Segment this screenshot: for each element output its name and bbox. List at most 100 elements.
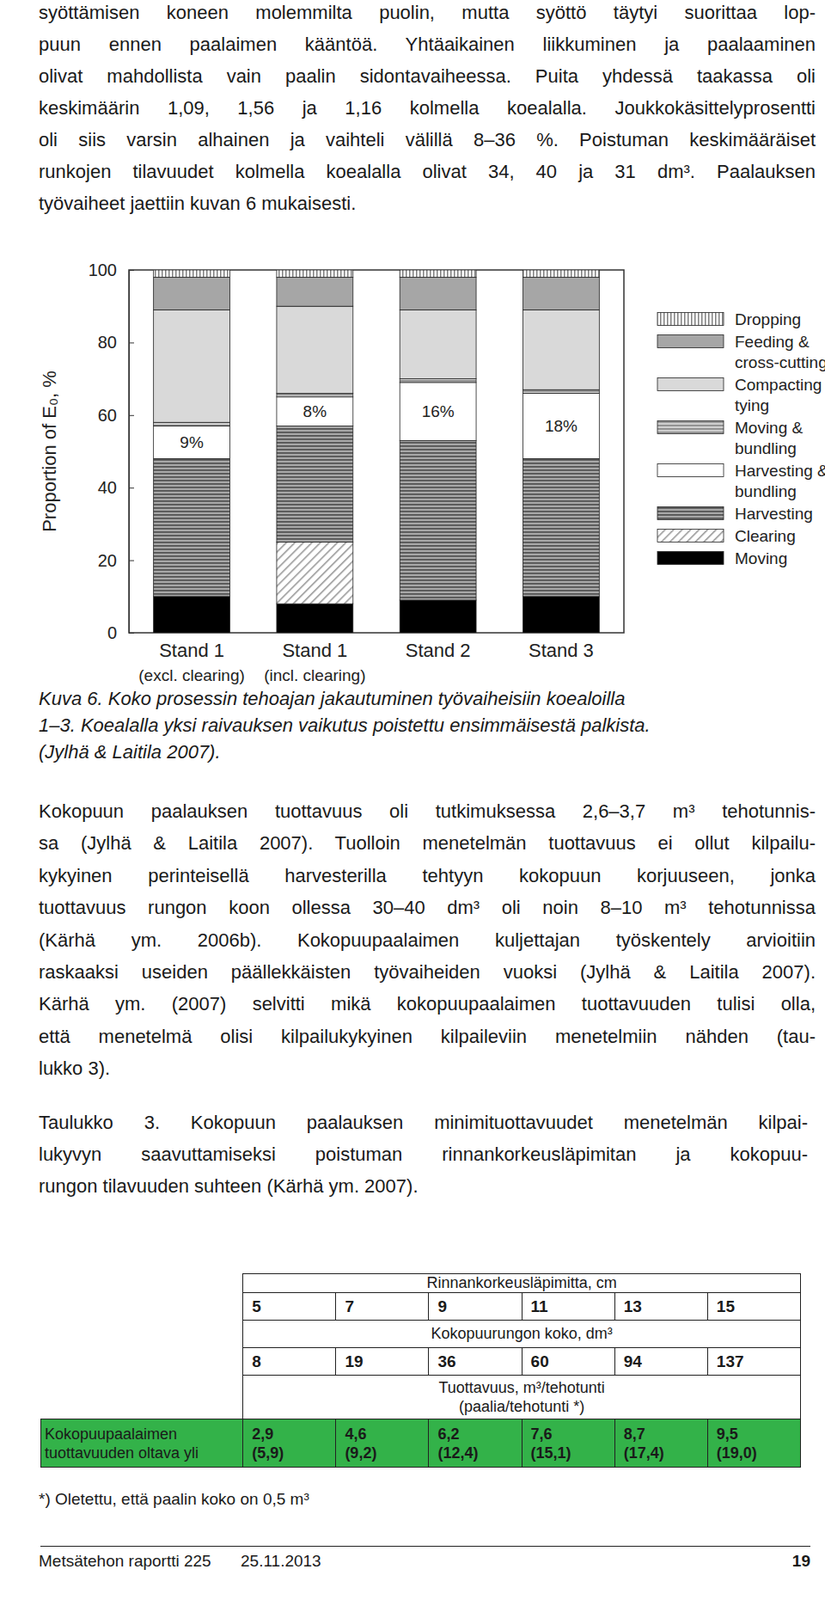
data-label: 16% — [421, 402, 455, 421]
axis-line — [129, 270, 135, 634]
y-axis: 020406080100 — [88, 260, 135, 642]
table-row: Tuottavuus, m³/tehotunti(paalia/tehotunt… — [41, 1375, 801, 1419]
bar-segment — [153, 425, 231, 459]
text-line: puun ennen paalaimen kääntöä. Yhtäaikain… — [38, 28, 816, 61]
category-label-line: (excl. clearing) — [138, 666, 245, 685]
table-header: Rinnankorkeusläpimitta, cm — [243, 1273, 801, 1293]
legend-item: Harvesting — [657, 504, 813, 523]
table-cell: 19 — [336, 1347, 429, 1375]
legend-label: Compacting &tying — [734, 375, 825, 415]
text-line: lukyvyn saavuttamiseksi poistuman rinnan… — [38, 1137, 808, 1170]
tick-mark — [128, 342, 135, 343]
category-label-line: Stand 3 — [528, 639, 594, 661]
bar-segment — [153, 421, 231, 426]
table-value: 8,7 — [623, 1423, 708, 1443]
table-cell: 137 — [707, 1347, 801, 1375]
table-cell: 8,7(17,4) — [614, 1418, 708, 1467]
text-line: kykyinen perinteisellä harvesterilla teh… — [38, 859, 816, 892]
legend-label: Harvesting & bundling — [734, 461, 825, 501]
table-cell: 2,9(5,9) — [243, 1418, 337, 1467]
legend-item: Clearing — [657, 526, 796, 545]
table-cell: 13 — [614, 1292, 708, 1320]
table-cell: 4,6(9,2) — [336, 1418, 429, 1467]
table-cell: 15 — [707, 1292, 801, 1320]
tick-label: 60 — [97, 405, 117, 425]
text-line: sa (Jylhä & Laitila 2007). Tuolloin mene… — [38, 826, 816, 859]
bar-segment — [153, 309, 231, 422]
table-blank — [41, 1273, 244, 1419]
bar-segment — [276, 392, 354, 397]
legend-label-line: Harvesting & — [734, 461, 825, 480]
table-value: 9,5 — [716, 1423, 801, 1443]
table-cell: 36 — [428, 1347, 522, 1375]
bar-segment — [523, 392, 600, 459]
category-label: Stand 2 — [405, 639, 471, 661]
table-row: Rinnankorkeusläpimitta, cm — [41, 1273, 801, 1293]
text-line: (Jylhä & Laitila 2007). — [38, 738, 816, 765]
legend-item: Dropping — [657, 310, 801, 329]
legend-label-line: Clearing — [734, 526, 796, 545]
bar-segment — [276, 276, 354, 306]
table-value: 6,2 — [437, 1423, 521, 1443]
legend-label: Dropping — [734, 310, 801, 329]
y-tick: 40 — [97, 477, 135, 497]
table-cell: 11 — [521, 1292, 615, 1320]
table-row: Kokopuurungon koko, dm³ — [41, 1320, 801, 1348]
table-cell: 7 — [336, 1292, 429, 1320]
bar-segment — [276, 397, 354, 427]
bar-segment — [523, 309, 600, 390]
tick-label: 80 — [97, 332, 117, 352]
legend-swatch — [657, 507, 724, 520]
bar-segment — [399, 276, 477, 310]
table-row: 819366094137 — [41, 1347, 801, 1375]
text-line: Kärhä ym. (2007) selvitti mikä kokopuupa… — [38, 987, 816, 1020]
text-line: olivat mahdollista vain paalin sidontava… — [38, 60, 816, 92]
legend-swatch — [657, 529, 724, 543]
legend-item: Moving &bundling — [657, 418, 804, 458]
text-line: runkojen tilavuudet kolmella koealalla o… — [38, 155, 816, 188]
table: Rinnankorkeusläpimitta, cm579111315Kokop… — [40, 1272, 801, 1467]
bar-segment — [523, 458, 600, 596]
category-label: Stand 3 — [528, 639, 594, 661]
legend-label-line: Feeding & — [734, 332, 810, 351]
y-tick: 20 — [97, 550, 135, 570]
text-line: rungon tilavuuden suhteen (Kärhä ym. 200… — [38, 1169, 808, 1202]
legend-swatch — [657, 421, 724, 434]
table-header: Kokopuurungon koko, dm³ — [243, 1320, 801, 1348]
y-tick: 80 — [97, 332, 135, 352]
table-cell: 60 — [521, 1347, 615, 1375]
text-line: tuottavuus rungon koon ollessa 30–40 dm³… — [38, 891, 816, 923]
bar-segment — [523, 276, 600, 310]
table-row: 579111315 — [41, 1292, 801, 1320]
legend-label-line: bundling — [734, 482, 797, 501]
table-cell: 5 — [243, 1292, 337, 1320]
data-label: 18% — [544, 416, 578, 435]
tick-label: 40 — [97, 477, 117, 497]
legend-swatch — [657, 312, 724, 326]
footer-rule — [40, 1545, 811, 1547]
bar-segment — [276, 269, 354, 277]
bars — [153, 269, 600, 633]
text-line: Kokopuun paalauksen tuottavuus oli tutki… — [38, 794, 816, 827]
bar-segment — [399, 440, 477, 600]
legend-label: Feeding &cross-cutting — [734, 332, 825, 372]
page-number: 19 — [724, 1548, 811, 1573]
text-line: lukko 3). — [38, 1051, 816, 1084]
legend-item: Feeding &cross-cutting — [657, 332, 825, 372]
tick-mark — [128, 487, 135, 489]
legend-label: Moving &bundling — [734, 418, 804, 458]
legend-label: Harvesting — [734, 504, 813, 523]
table-cell: 9,5(19,0) — [707, 1418, 801, 1467]
table-value: 7,6 — [531, 1423, 615, 1443]
table-header-line: (paalia/tehotunti *) — [243, 1396, 801, 1416]
text-line: oli siis varsin alhainen ja vaihteli väl… — [38, 123, 816, 156]
tick-label: 20 — [97, 550, 117, 570]
tick-label: 100 — [88, 260, 117, 280]
bar-segment — [523, 269, 600, 277]
table-value: (19,0) — [716, 1442, 801, 1462]
table-value: (5,9) — [251, 1442, 336, 1462]
bar-segment — [276, 542, 354, 605]
plot-frame — [128, 269, 624, 633]
bar-segment — [399, 309, 477, 379]
text-line: 1–3. Koealalla yksi raivauksen vaikutus … — [38, 711, 816, 739]
